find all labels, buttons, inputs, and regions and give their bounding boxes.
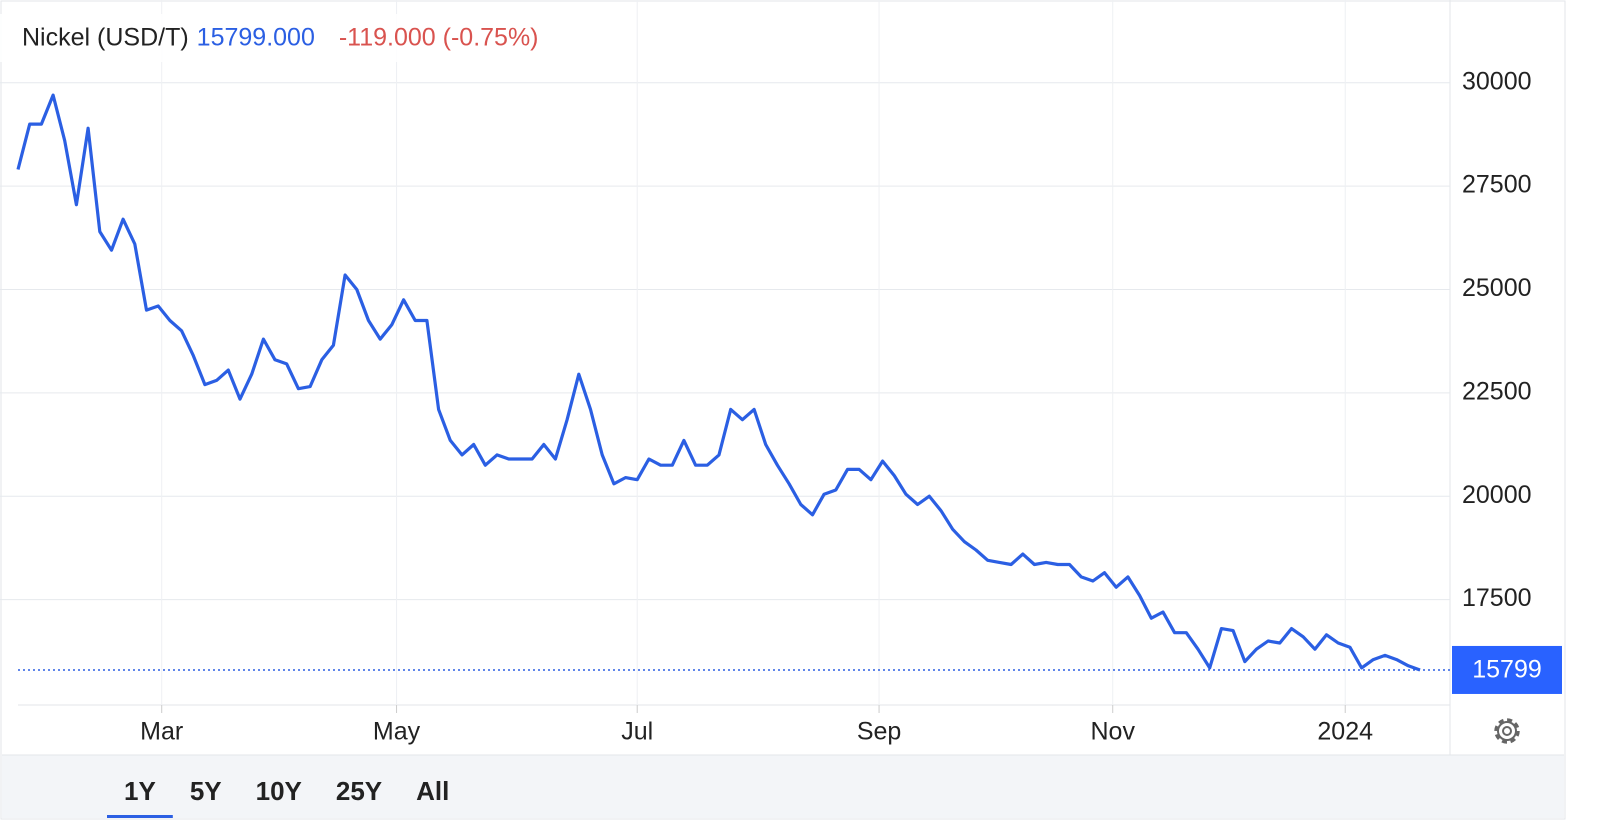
settings-icon[interactable] <box>1494 718 1520 744</box>
x-tick-label: 2024 <box>1317 718 1373 746</box>
instrument-name: Nickel (USD/T) <box>22 24 189 52</box>
last-price-label: 15799 <box>1472 656 1542 684</box>
y-tick-label: 27500 <box>1462 171 1532 199</box>
gear-hole <box>1502 726 1512 736</box>
price-line <box>16 93 1421 672</box>
gear-body <box>1497 721 1517 741</box>
x-tick-label: Sep <box>857 718 901 746</box>
range-bar <box>2 755 1564 818</box>
plot <box>16 93 1450 672</box>
y-tick-label: 17500 <box>1462 584 1532 612</box>
header-bg <box>0 14 600 62</box>
selected-indicator <box>107 815 173 818</box>
range-button[interactable]: 25Y <box>336 776 382 806</box>
y-tick-label: 20000 <box>1462 481 1532 509</box>
y-tick-label: 30000 <box>1462 67 1532 95</box>
x-tick-label: May <box>373 718 421 746</box>
gear-teeth <box>1494 718 1520 744</box>
range-button[interactable]: 1Y <box>124 776 156 806</box>
range-button[interactable]: 5Y <box>190 776 222 806</box>
axes: 17500 20000 22500 25000 27500 30000 Mar May Jul S… <box>140 67 1562 746</box>
range-button[interactable]: 10Y <box>256 776 302 806</box>
range-buttons: 1Y 5Y 10Y 25Y All <box>107 776 449 818</box>
last-price-box <box>1452 645 1562 694</box>
widget-frame <box>0 0 1566 820</box>
price-change: -119.000 (-0.75%) <box>339 24 539 52</box>
x-tick-label: Mar <box>140 718 183 746</box>
range-button[interactable]: All <box>416 776 449 806</box>
last-price: 15799.000 <box>197 24 315 52</box>
x-tick-label: Nov <box>1090 718 1135 746</box>
x-tick-label: Jul <box>621 718 653 746</box>
y-tick-label: 22500 <box>1462 377 1532 405</box>
y-tick-label: 25000 <box>1462 274 1532 302</box>
